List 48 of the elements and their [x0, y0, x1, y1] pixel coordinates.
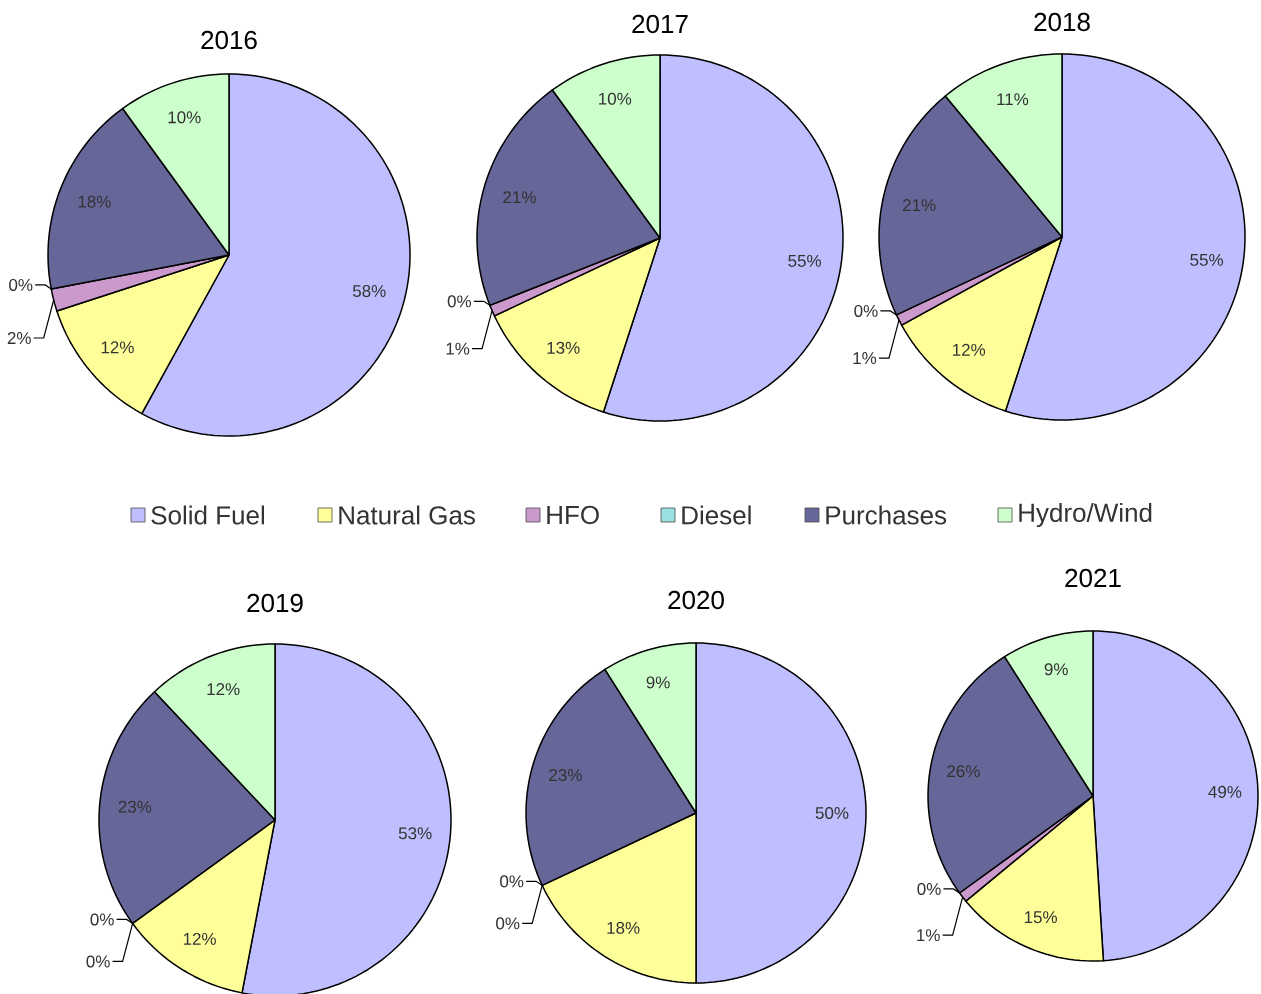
data-label: 9%: [1044, 663, 1068, 676]
data-label: 12%: [101, 341, 134, 354]
data-label: 55%: [788, 254, 822, 267]
chart-title: 2020: [668, 590, 724, 610]
text: 0%: [496, 917, 520, 930]
data-label: 9%: [646, 676, 670, 689]
legend-label: Solid Fuel: [151, 505, 265, 525]
data-label: 1%: [917, 929, 940, 942]
legend-label: Hydro/Wind: [1019, 502, 1152, 528]
data-label: 26%: [947, 765, 980, 778]
text: 0%: [447, 295, 472, 308]
data-label: 1%: [446, 342, 470, 355]
data-label: 12%: [207, 683, 240, 696]
text: 0%: [86, 955, 110, 968]
data-label: 11%: [997, 93, 1029, 106]
chart-title: 2018: [1034, 12, 1090, 32]
data-label: 10%: [599, 92, 632, 105]
data-label: 12%: [952, 343, 986, 356]
data-label: 23%: [549, 769, 582, 782]
chart-title: 2021: [1065, 568, 1121, 588]
legend-label: Diesel: [682, 505, 751, 525]
legend-label: Purchases: [826, 505, 947, 525]
data-label: 21%: [503, 191, 536, 204]
data-label: 49%: [1208, 785, 1242, 798]
data-label: 50%: [815, 806, 849, 820]
data-label: 21%: [902, 199, 936, 212]
data-label: 23%: [118, 800, 152, 813]
data-label: 1%: [853, 352, 877, 365]
data-label: 18%: [78, 195, 111, 208]
data-label: 10%: [168, 111, 201, 124]
legend-label: Natural Gas: [339, 505, 475, 525]
text: 0%: [9, 278, 33, 291]
data-label: 58%: [352, 284, 386, 298]
text: 0%: [854, 304, 878, 317]
chart-title: 2019: [247, 593, 303, 613]
legend-label: HFO: [547, 505, 599, 525]
chart-title: 2017: [632, 14, 688, 34]
text: 0%: [500, 875, 524, 888]
data-label: 13%: [547, 341, 580, 354]
data-label: 15%: [1024, 911, 1057, 924]
data-label: 55%: [1190, 253, 1224, 266]
text: 0%: [917, 882, 941, 895]
data-label: 12%: [183, 932, 216, 945]
data-label: 18%: [607, 921, 640, 934]
chart-title: 2016: [201, 30, 257, 50]
data-label: 53%: [398, 827, 432, 840]
data-label: 2%: [7, 332, 31, 344]
text: 0%: [90, 913, 114, 926]
